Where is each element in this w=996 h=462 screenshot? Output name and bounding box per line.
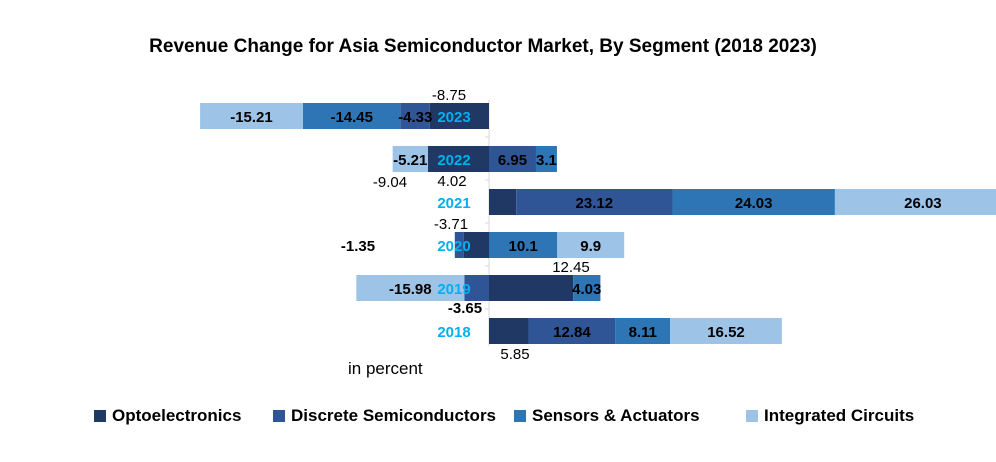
data-label: 4.02 <box>437 173 466 190</box>
bar-segment <box>429 103 489 129</box>
bar-segment <box>489 275 574 301</box>
bar-segment <box>454 232 464 258</box>
data-label: 26.03 <box>904 195 942 212</box>
bar-segment <box>573 275 601 301</box>
bar-segment <box>302 103 401 129</box>
bar-segment <box>392 146 428 172</box>
legend-swatch <box>94 410 106 422</box>
data-label: 5.85 <box>500 346 529 363</box>
category-label: 2020 <box>437 238 470 255</box>
bar-segment <box>427 146 489 172</box>
bar-segment <box>489 232 558 258</box>
bar-segment <box>489 318 529 344</box>
bar-segment <box>489 189 517 215</box>
category-label: 2019 <box>437 281 470 298</box>
data-label: 8.11 <box>629 324 657 341</box>
bar-segment <box>615 318 671 344</box>
data-label: 24.03 <box>735 195 773 212</box>
data-label: -9.04 <box>373 174 407 191</box>
legend-item: Optoelectronics <box>94 406 241 426</box>
legend-label: Optoelectronics <box>112 406 242 425</box>
legend-item: Discrete Semiconductors <box>273 406 496 426</box>
chart-legend: Optoelectronics Discrete Semiconductors Se… <box>0 406 996 430</box>
bar-segment <box>535 146 557 172</box>
legend-swatch <box>273 410 285 422</box>
bar-segment <box>672 189 835 215</box>
bar-segment <box>356 275 465 301</box>
bar-segment <box>516 189 673 215</box>
data-label: 6.95 <box>498 152 527 169</box>
legend-swatch <box>746 410 758 422</box>
data-label: 23.12 <box>576 195 614 212</box>
legend-swatch <box>514 410 526 422</box>
data-label: 12.84 <box>553 324 591 341</box>
bar-segment <box>557 232 625 258</box>
data-label: 4.03 <box>572 281 601 298</box>
chart-title: Revenue Change for Asia Semiconductor Ma… <box>149 36 817 57</box>
data-label: -5.21 <box>393 152 427 169</box>
bar-segment <box>464 275 489 301</box>
legend-label: Integrated Circuits <box>764 406 915 425</box>
legend-label: Sensors & Actuators <box>532 406 700 425</box>
data-label: -15.98 <box>389 281 432 298</box>
legend-item: Integrated Circuits <box>746 406 914 426</box>
data-label: -1.35 <box>341 238 375 255</box>
data-label: -15.21 <box>230 109 273 126</box>
data-label: -14.45 <box>330 109 373 126</box>
data-label: -3.65 <box>448 300 482 317</box>
data-label: 16.52 <box>707 324 745 341</box>
bar-segment <box>528 318 616 344</box>
legend-label: Discrete Semiconductors <box>291 406 497 425</box>
category-label: 2018 <box>437 324 470 341</box>
data-label: 3.1 <box>536 152 557 169</box>
unit-note: in percent <box>348 359 423 378</box>
data-label: -3.71 <box>434 216 468 233</box>
bar-segment <box>489 146 536 172</box>
bar-segment <box>400 103 430 129</box>
bar-segment <box>670 318 782 344</box>
category-label: 2021 <box>437 195 470 212</box>
bar-segment <box>834 189 996 215</box>
category-label: 2022 <box>437 152 470 169</box>
bar-segment <box>463 232 489 258</box>
data-label: 10.1 <box>509 238 538 255</box>
data-label: 12.45 <box>552 259 590 276</box>
data-label: -4.33 <box>398 109 432 126</box>
category-label: 2023 <box>437 109 470 126</box>
legend-item: Sensors & Actuators <box>514 406 700 426</box>
data-label: 9.9 <box>580 238 601 255</box>
data-label: -8.75 <box>432 87 466 104</box>
bar-segment <box>200 103 303 129</box>
